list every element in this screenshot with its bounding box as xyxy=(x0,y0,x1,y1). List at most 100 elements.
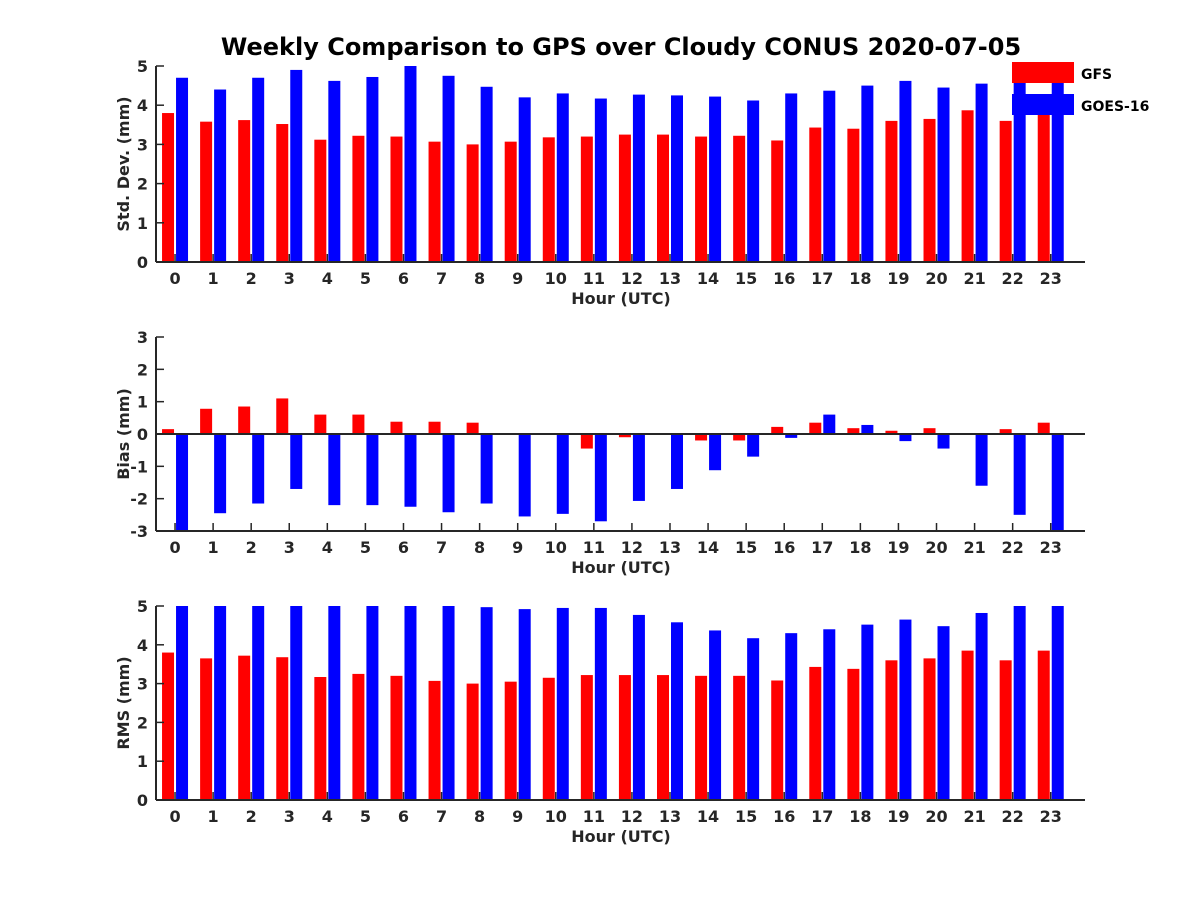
bar-goes16-11 xyxy=(594,434,607,522)
bar-gfs-10 xyxy=(542,677,555,800)
bar-goes16-0 xyxy=(176,434,189,531)
x-tick-label: 10 xyxy=(545,807,567,826)
bar-goes16-19 xyxy=(899,80,912,262)
y-tick-label: 2 xyxy=(137,175,148,194)
bar-goes16-5 xyxy=(366,76,379,262)
x-tick-label: 9 xyxy=(512,538,523,557)
bar-goes16-8 xyxy=(480,86,493,262)
bar-goes16-6 xyxy=(404,66,417,262)
bar-gfs-2 xyxy=(238,655,251,800)
x-axis-label: Hour (UTC) xyxy=(571,289,671,308)
bar-goes16-9 xyxy=(518,97,531,262)
bar-goes16-20 xyxy=(937,626,950,800)
bar-goes16-1 xyxy=(214,89,227,263)
bar-gfs-15 xyxy=(733,135,746,262)
bar-gfs-20 xyxy=(923,118,936,262)
bar-goes16-23 xyxy=(1051,434,1064,531)
bar-gfs-5 xyxy=(352,135,365,262)
legend-swatch-goes16 xyxy=(1012,94,1074,115)
bar-gfs-1 xyxy=(200,408,213,434)
x-tick-label: 20 xyxy=(925,807,947,826)
bar-goes16-22 xyxy=(1013,434,1026,515)
bar-gfs-5 xyxy=(352,673,365,800)
bar-goes16-16 xyxy=(785,93,798,262)
bar-gfs-22 xyxy=(999,429,1012,434)
bar-gfs-8 xyxy=(466,144,479,262)
bar-gfs-12 xyxy=(618,675,631,800)
bar-goes16-8 xyxy=(480,434,493,504)
y-tick-label: 0 xyxy=(137,791,148,810)
x-tick-label: 2 xyxy=(246,269,257,288)
bar-gfs-18 xyxy=(847,668,860,800)
bar-goes16-18 xyxy=(861,624,874,800)
y-tick-label: 1 xyxy=(137,752,148,771)
x-tick-label: 16 xyxy=(773,807,795,826)
x-tick-label: 18 xyxy=(849,807,871,826)
bar-goes16-20 xyxy=(937,87,950,262)
legend-label-goes16: GOES-16 xyxy=(1081,99,1149,115)
bar-gfs-17 xyxy=(809,666,822,800)
x-tick-label: 7 xyxy=(436,269,447,288)
x-tick-label: 3 xyxy=(284,807,295,826)
bar-goes16-10 xyxy=(556,607,569,800)
bar-goes16-13 xyxy=(670,95,683,263)
y-tick-label: 3 xyxy=(137,135,148,154)
bar-goes16-14 xyxy=(709,630,722,800)
bar-gfs-18 xyxy=(847,428,860,434)
bar-gfs-20 xyxy=(923,428,936,434)
bar-goes16-1 xyxy=(214,434,227,514)
bar-goes16-6 xyxy=(404,606,417,800)
bar-gfs-21 xyxy=(961,650,974,800)
x-tick-label: 23 xyxy=(1040,269,1062,288)
bar-goes16-3 xyxy=(290,69,303,262)
x-tick-label: 4 xyxy=(322,807,333,826)
bar-goes16-10 xyxy=(556,434,569,514)
bar-gfs-5 xyxy=(352,414,365,434)
bar-gfs-19 xyxy=(885,120,898,262)
bar-goes16-20 xyxy=(937,434,950,449)
bar-goes16-15 xyxy=(747,434,760,457)
bar-gfs-0 xyxy=(162,113,175,262)
bar-gfs-19 xyxy=(885,660,898,800)
x-tick-label: 14 xyxy=(697,807,719,826)
bar-goes16-12 xyxy=(632,94,645,262)
x-tick-label: 19 xyxy=(887,538,909,557)
bar-gfs-14 xyxy=(695,675,708,800)
x-tick-label: 10 xyxy=(545,538,567,557)
bar-gfs-1 xyxy=(200,121,213,262)
x-tick-label: 4 xyxy=(322,269,333,288)
bar-goes16-21 xyxy=(975,612,988,800)
bar-goes16-9 xyxy=(518,609,531,800)
bar-gfs-16 xyxy=(771,140,784,262)
x-tick-label: 3 xyxy=(284,538,295,557)
bar-goes16-21 xyxy=(975,434,988,486)
bar-goes16-15 xyxy=(747,638,760,800)
x-tick-label: 5 xyxy=(360,269,371,288)
bar-gfs-7 xyxy=(428,141,441,262)
bar-gfs-16 xyxy=(771,680,784,800)
bar-goes16-17 xyxy=(823,90,836,262)
bar-gfs-22 xyxy=(999,660,1012,800)
x-tick-label: 14 xyxy=(697,269,719,288)
bar-goes16-17 xyxy=(823,414,836,434)
x-tick-label: 15 xyxy=(735,269,757,288)
x-tick-label: 15 xyxy=(735,807,757,826)
bar-gfs-8 xyxy=(466,422,479,434)
bar-goes16-2 xyxy=(252,434,265,504)
bar-goes16-0 xyxy=(176,77,189,262)
bar-goes16-10 xyxy=(556,93,569,262)
bar-goes16-17 xyxy=(823,629,836,800)
bar-gfs-0 xyxy=(162,429,175,434)
bar-goes16-22 xyxy=(1013,81,1026,263)
x-tick-label: 16 xyxy=(773,538,795,557)
bar-goes16-14 xyxy=(709,434,722,471)
x-tick-label: 1 xyxy=(208,269,219,288)
x-tick-label: 6 xyxy=(398,807,409,826)
x-tick-label: 17 xyxy=(811,807,833,826)
bar-gfs-23 xyxy=(1037,111,1050,262)
x-tick-label: 3 xyxy=(284,269,295,288)
bar-goes16-3 xyxy=(290,606,303,800)
y-tick-label: -1 xyxy=(130,457,148,476)
figure-title: Weekly Comparison to GPS over Cloudy CON… xyxy=(221,33,1021,61)
